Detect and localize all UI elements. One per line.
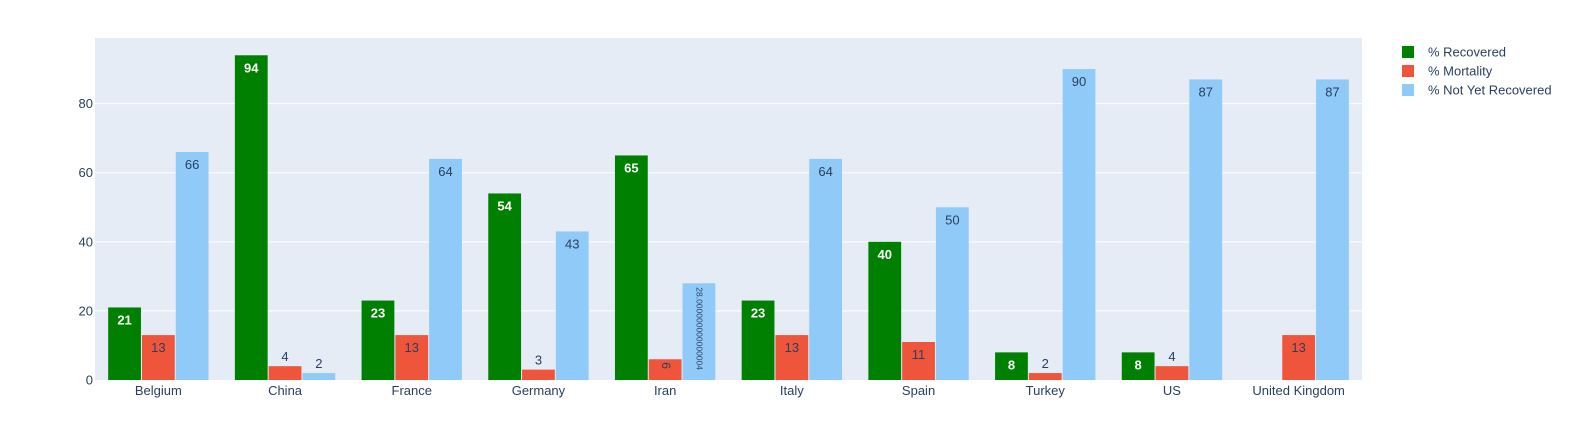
- data-label: 11: [912, 347, 926, 362]
- legend-item[interactable]: % Mortality: [1402, 64, 1493, 79]
- bar[interactable]: [1316, 79, 1349, 381]
- data-label: 21: [117, 312, 131, 327]
- y-tick-label: 80: [79, 96, 93, 111]
- bar[interactable]: [555, 231, 589, 380]
- x-tick-label: Germany: [512, 383, 566, 398]
- bar[interactable]: [175, 152, 209, 380]
- legend-label: % Mortality: [1428, 64, 1493, 79]
- data-label: 43: [565, 236, 579, 251]
- bar[interactable]: [488, 193, 522, 380]
- data-label: 87: [1199, 84, 1213, 99]
- bar[interactable]: [108, 307, 141, 380]
- legend-swatch: [1402, 84, 1414, 96]
- bar[interactable]: [268, 366, 302, 380]
- data-label: 64: [818, 164, 832, 179]
- bar[interactable]: [1155, 366, 1189, 380]
- plot-area: [95, 38, 1362, 380]
- bar[interactable]: [614, 155, 648, 380]
- data-label: 23: [371, 306, 385, 321]
- bar[interactable]: [741, 300, 775, 380]
- data-label: 66: [185, 157, 199, 172]
- bar[interactable]: [1282, 335, 1316, 380]
- bar[interactable]: [1062, 69, 1096, 380]
- bar[interactable]: [809, 158, 843, 380]
- data-label: 50: [945, 212, 959, 227]
- legend[interactable]: % Recovered % Mortality % Not Yet Recovere…: [1402, 45, 1552, 98]
- bar[interactable]: [902, 342, 935, 380]
- legend-item[interactable]: % Not Yet Recovered: [1402, 83, 1552, 98]
- bar[interactable]: [361, 300, 395, 380]
- data-label: 3: [535, 353, 542, 368]
- data-label: 65: [624, 160, 638, 175]
- y-axis: 0 20 40 60 80: [79, 96, 93, 387]
- bar[interactable]: [868, 241, 902, 380]
- data-label: 2: [315, 356, 322, 371]
- data-label: 54: [497, 198, 512, 213]
- x-tick-label: Belgium: [135, 383, 182, 398]
- data-label: 6: [659, 362, 673, 369]
- legend-item[interactable]: % Recovered: [1402, 45, 1506, 60]
- bar[interactable]: [1189, 79, 1223, 381]
- x-axis: Belgium China France Germany Iran Italy Spain T…: [135, 383, 1345, 398]
- legend-swatch: [1402, 46, 1414, 58]
- data-label: 13: [405, 340, 419, 355]
- bar[interactable]: [395, 335, 429, 380]
- x-tick-label: Spain: [902, 383, 935, 398]
- bar[interactable]: [429, 158, 462, 380]
- legend-label: % Not Yet Recovered: [1428, 83, 1552, 98]
- x-tick-label: Italy: [780, 383, 804, 398]
- data-label: 90: [1072, 74, 1086, 89]
- bar[interactable]: [234, 55, 268, 380]
- data-label: 4: [1168, 349, 1175, 364]
- bar[interactable]: [935, 207, 969, 380]
- bar[interactable]: [522, 369, 555, 380]
- bars: [108, 55, 1349, 381]
- legend-swatch: [1402, 65, 1414, 77]
- bar[interactable]: [1028, 373, 1062, 380]
- x-tick-label: Turkey: [1026, 383, 1066, 398]
- data-label: 40: [878, 247, 892, 262]
- data-label: 64: [438, 164, 452, 179]
- bar[interactable]: [648, 359, 682, 380]
- data-label: 8: [1008, 357, 1015, 372]
- data-label: 13: [1291, 340, 1305, 355]
- x-tick-label: United Kingdom: [1252, 383, 1345, 398]
- bar[interactable]: [682, 283, 716, 380]
- x-tick-label: China: [268, 383, 303, 398]
- bar[interactable]: [302, 373, 336, 380]
- data-label: 13: [151, 340, 165, 355]
- x-tick-label: France: [392, 383, 432, 398]
- data-label: 94: [244, 60, 259, 75]
- y-tick-label: 40: [79, 234, 93, 249]
- y-tick-label: 20: [79, 303, 93, 318]
- x-tick-label: US: [1163, 383, 1181, 398]
- bar[interactable]: [995, 352, 1028, 380]
- data-labels: 21 13 66 94 4 2 23 13 64 54 3 43 65 6 28.0000000000000…: [117, 60, 1339, 372]
- data-label: 28.000000000000004: [695, 287, 705, 370]
- bar[interactable]: [141, 335, 175, 380]
- data-label: 87: [1325, 84, 1339, 99]
- data-label: 8: [1135, 357, 1142, 372]
- x-tick-label: Iran: [654, 383, 676, 398]
- bar[interactable]: [775, 335, 809, 380]
- data-label: 13: [785, 340, 799, 355]
- legend-label: % Recovered: [1428, 45, 1506, 60]
- y-tick-label: 0: [86, 373, 93, 388]
- data-label: 23: [751, 306, 765, 321]
- bar[interactable]: [1121, 352, 1155, 380]
- y-tick-label: 60: [79, 165, 93, 180]
- gridlines: [95, 103, 1362, 312]
- data-label: 2: [1042, 356, 1049, 371]
- data-label: 4: [281, 349, 288, 364]
